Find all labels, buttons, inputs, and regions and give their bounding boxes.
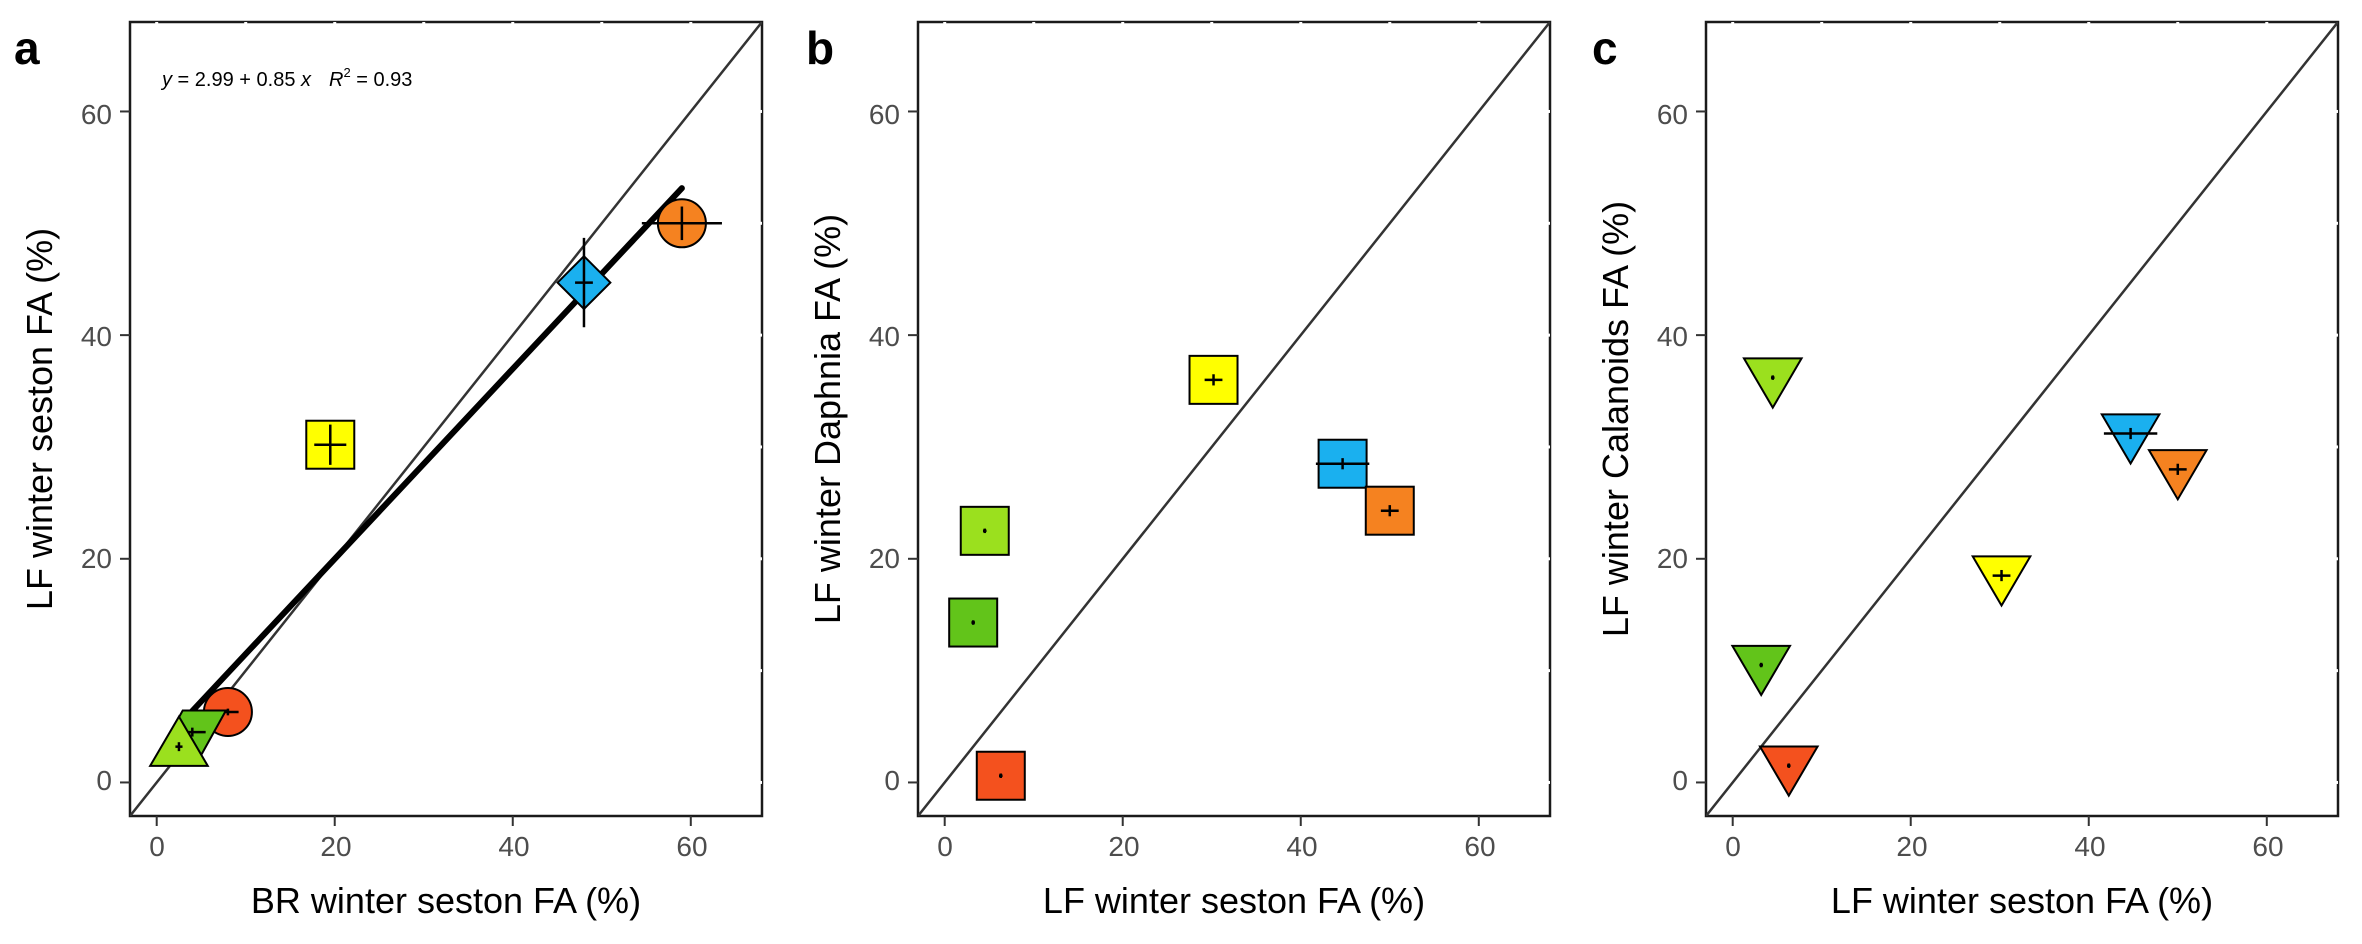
plot-area-a bbox=[130, 22, 762, 816]
x-tick-label: 0 bbox=[1725, 831, 1741, 862]
x-tick-label: 60 bbox=[2252, 831, 2283, 862]
data-point bbox=[1742, 357, 1804, 410]
x-tick-label: 40 bbox=[498, 831, 529, 862]
plot-area-b bbox=[918, 22, 1550, 816]
x-tick-label: 0 bbox=[149, 831, 165, 862]
y-tick-label: 0 bbox=[1672, 765, 1688, 796]
ticks-b bbox=[908, 22, 1550, 826]
x-axis-title: LF winter seston FA (%) bbox=[1831, 880, 2213, 921]
x-tick-label: 40 bbox=[2074, 831, 2105, 862]
y-tick-label: 40 bbox=[81, 321, 112, 352]
y-tick-label: 40 bbox=[869, 321, 900, 352]
x-axis-title: BR winter seston FA (%) bbox=[251, 880, 641, 921]
y-tick-label: 60 bbox=[81, 99, 112, 130]
y-axis-title: LF winter Daphnia FA (%) bbox=[807, 214, 848, 624]
y-axis-title: LF winter seston FA (%) bbox=[19, 228, 60, 610]
y-tick-label: 20 bbox=[869, 543, 900, 574]
plot-area-c bbox=[1706, 22, 2338, 816]
y-axis-title: LF winter Calanoids FA (%) bbox=[1595, 201, 1636, 637]
ticks-a bbox=[120, 22, 762, 826]
x-tick-label: 20 bbox=[1896, 831, 1927, 862]
x-axis-title: LF winter seston FA (%) bbox=[1043, 880, 1425, 921]
y-tick-label: 20 bbox=[1657, 543, 1688, 574]
panel-label-a: a bbox=[14, 22, 40, 74]
y-tick-label: 0 bbox=[96, 765, 112, 796]
x-tick-label: 60 bbox=[1464, 831, 1495, 862]
x-tick-label: 40 bbox=[1286, 831, 1317, 862]
y-tick-label: 20 bbox=[81, 543, 112, 574]
y-tick-label: 40 bbox=[1657, 321, 1688, 352]
ticks-c bbox=[1696, 22, 2338, 826]
panel-c: c 0 20 40 60 0 20 40 60 LF winter seston… bbox=[1592, 20, 2340, 921]
data-point bbox=[1730, 644, 1792, 698]
one-to-one-line bbox=[1706, 22, 2338, 816]
one-to-one-line bbox=[130, 22, 762, 816]
panel-label-b: b bbox=[806, 22, 834, 74]
y-tick-label: 60 bbox=[869, 99, 900, 130]
regression-equation: y = 2.99 + 0.85 x R2 = 0.93 bbox=[160, 65, 412, 91]
one-to-one-line bbox=[918, 22, 1550, 816]
y-tick-label: 0 bbox=[884, 765, 900, 796]
x-tick-label: 60 bbox=[676, 831, 707, 862]
panel-label-c: c bbox=[1592, 22, 1618, 74]
x-tick-label: 0 bbox=[937, 831, 953, 862]
y-tick-label: 60 bbox=[1657, 99, 1688, 130]
panel-b: b 0 20 40 60 0 20 40 60 LF winter seston… bbox=[806, 20, 1552, 921]
x-tick-label: 20 bbox=[1108, 831, 1139, 862]
panel-a: a 0 20 40 60 0 20 40 60 BR winter seston… bbox=[14, 20, 764, 921]
data-point bbox=[1758, 745, 1820, 798]
x-tick-label: 20 bbox=[320, 831, 351, 862]
data-point bbox=[148, 714, 210, 767]
